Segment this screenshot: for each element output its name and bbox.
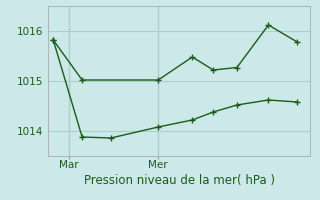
X-axis label: Pression niveau de la mer( hPa ): Pression niveau de la mer( hPa ) xyxy=(84,174,275,187)
